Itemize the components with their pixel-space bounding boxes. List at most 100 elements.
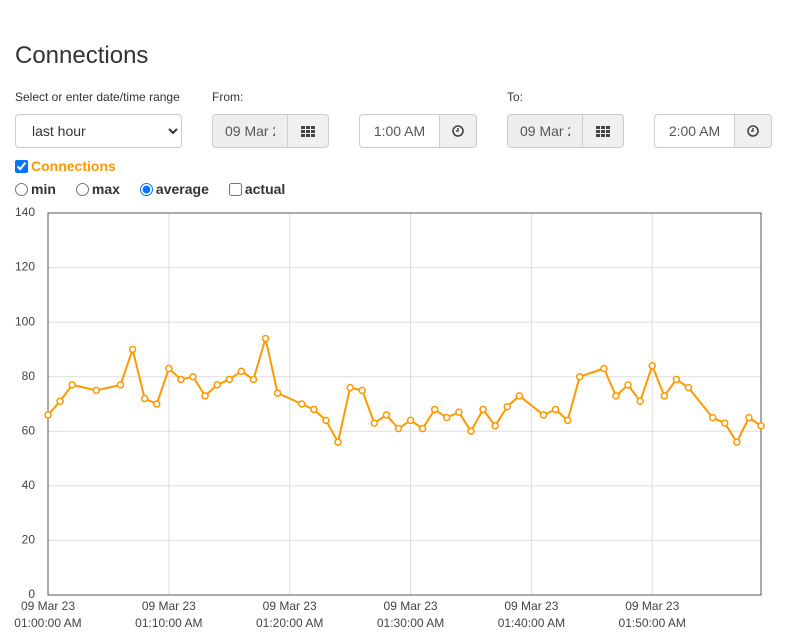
x-tick-label: 01:40:00 AM: [498, 616, 565, 630]
data-point: [140, 394, 149, 403]
range-label: Select or enter date/time range: [15, 90, 180, 104]
y-tick-label: 80: [22, 369, 36, 383]
x-tick-label: 09 Mar 23: [504, 599, 558, 613]
legend-label: Connections: [31, 158, 116, 174]
range-select[interactable]: last hour: [15, 114, 182, 148]
calendar-button[interactable]: [288, 114, 329, 148]
data-point: [273, 389, 282, 397]
option-label: max: [91, 181, 120, 197]
data-point: [672, 375, 681, 384]
data-point: [225, 375, 234, 384]
data-point: [310, 405, 318, 414]
x-tick-label: 01:30:00 AM: [377, 616, 444, 630]
data-point: [503, 402, 511, 411]
option-label: average: [155, 181, 209, 197]
clock-icon: [452, 125, 464, 137]
data-point: [648, 362, 656, 370]
data-point: [443, 413, 451, 422]
data-line: [47, 338, 762, 445]
data-point: [382, 411, 391, 419]
data-point: [600, 364, 608, 373]
data-point: [684, 383, 693, 392]
data-point: [467, 427, 475, 436]
plot-border: [47, 212, 762, 596]
data-point: [515, 392, 524, 400]
data-point: [334, 438, 342, 446]
x-tick-label: 01:20:00 AM: [256, 616, 323, 630]
data-point: [44, 411, 52, 419]
data-point: [92, 386, 101, 395]
data-point: [153, 400, 161, 408]
y-tick-label: 20: [22, 533, 36, 547]
data-point: [745, 413, 753, 422]
data-point: [128, 345, 137, 354]
x-tick-label: 09 Mar 23: [142, 599, 196, 613]
x-tick-label: 09 Mar 23: [625, 599, 679, 613]
aggregation-option[interactable]: average: [139, 181, 209, 197]
data-point: [575, 372, 584, 381]
data-point: [539, 411, 548, 419]
data-point: [346, 383, 354, 392]
chart: 0 20 40 60 80 100 120 140 09 Mar 23 01:00:00 AM 09…: [14, 205, 765, 630]
grid-icon: [596, 125, 610, 137]
option-label: min: [31, 181, 56, 197]
to-date[interactable]: [507, 114, 583, 148]
data-point: [237, 367, 246, 376]
aggregation-option[interactable]: max: [75, 181, 120, 197]
x-tick-label: 09 Mar 23: [263, 599, 317, 613]
data-point: [757, 422, 765, 430]
x-tick-label: 09 Mar 23: [21, 599, 75, 613]
option-label: actual: [244, 181, 286, 197]
clock-button[interactable]: [440, 114, 477, 148]
y-tick-label: 140: [15, 205, 35, 219]
aggregation-option[interactable]: min: [15, 181, 56, 197]
x-tick-label: 01:50:00 AM: [619, 616, 686, 630]
data-point: [455, 408, 463, 416]
data-point: [177, 375, 185, 384]
data-point: [261, 334, 270, 343]
radio-button[interactable]: [139, 182, 153, 196]
from-date[interactable]: [212, 114, 288, 148]
checkbox[interactable]: [228, 182, 242, 196]
data-point: [636, 397, 644, 406]
x-tick-label: 01:00:00 AM: [14, 616, 81, 630]
aggregation-option[interactable]: actual: [228, 181, 286, 197]
data-point: [708, 413, 717, 422]
y-tick-label: 0: [28, 587, 35, 601]
series-checkbox[interactable]: [15, 159, 28, 173]
data-point: [116, 381, 125, 389]
to-time[interactable]: [654, 114, 735, 148]
calendar-button[interactable]: [583, 114, 624, 148]
from-label: From:: [212, 90, 244, 104]
x-tick-label: 09 Mar 23: [384, 599, 438, 613]
y-tick-label: 100: [15, 314, 35, 328]
data-point: [394, 424, 403, 433]
data-point: [430, 405, 439, 414]
radio-button[interactable]: [75, 182, 89, 196]
grid-icon: [301, 125, 315, 137]
x-tick-label: 01:10:00 AM: [135, 616, 202, 630]
radio-button[interactable]: [15, 182, 28, 196]
data-point: [479, 405, 487, 414]
data-point: [733, 438, 741, 446]
data-point: [551, 405, 560, 414]
data-point: [406, 416, 415, 425]
data-point: [249, 375, 258, 384]
y-tick-label: 60: [22, 423, 36, 437]
data-point: [358, 386, 366, 395]
data-point: [68, 381, 76, 389]
y-tick-label: 40: [22, 478, 36, 492]
data-point: [418, 424, 427, 433]
data-point: [624, 381, 632, 389]
data-point: [189, 372, 197, 381]
data-point: [56, 397, 64, 406]
data-point: [660, 392, 669, 400]
data-point: [322, 416, 330, 425]
series-toggle[interactable]: Connections: [15, 158, 116, 174]
data-point: [491, 422, 499, 430]
clock-button[interactable]: [735, 114, 772, 148]
data-point: [201, 392, 209, 400]
from-time[interactable]: [359, 114, 440, 148]
to-label: To:: [507, 90, 524, 104]
